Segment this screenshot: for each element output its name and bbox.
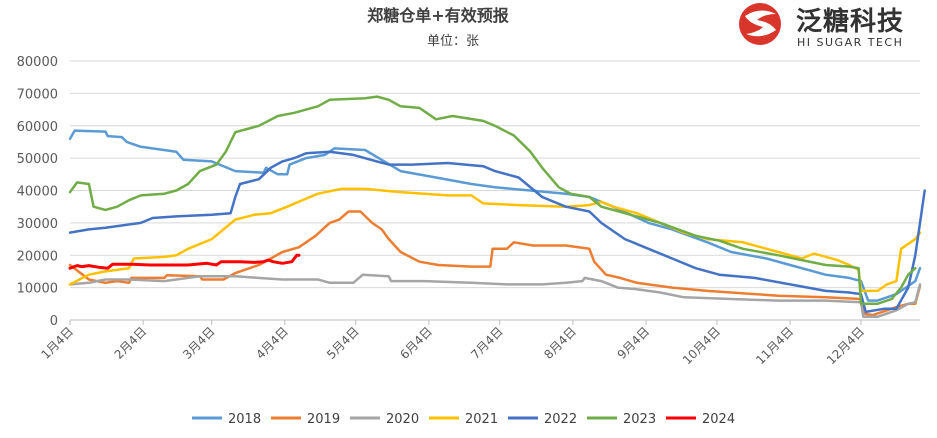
x-tick-label: 8月4日 (541, 324, 579, 362)
chart-subtitle: 单位：张 (427, 34, 479, 49)
series-line-2023 (68, 95, 917, 306)
legend: 2018 2019 2020 2021 2022 2023 2024 (192, 412, 735, 427)
logo-swirl-icon (739, 3, 781, 45)
x-tick-label: 6月4日 (397, 324, 435, 362)
x-tick-label: 1月4日 (38, 324, 76, 362)
x-tick-label: 10月4日 (680, 324, 723, 367)
y-tick-label: 30000 (17, 217, 58, 232)
y-tick-label: 10000 (17, 282, 58, 297)
series-line-2018 (68, 129, 922, 302)
series-lines (68, 95, 926, 319)
x-tick-label: 9月4日 (615, 324, 653, 362)
chart-title: 郑糖仓单+有效预报 (367, 6, 508, 25)
x-axis: 1月4日 2月4日 3月4日 4月4日 5月4日 6月4日 7月4日 8月4日 9月4日 10月4… (38, 319, 920, 367)
legend-label-2021: 2021 (465, 412, 498, 427)
y-tick-label: 70000 (17, 87, 58, 102)
x-tick-label: 5月4日 (324, 324, 362, 362)
series-line-2024 (68, 253, 301, 270)
legend-label-2019: 2019 (307, 412, 340, 427)
y-tick-label: 80000 (17, 55, 58, 70)
x-tick-label: 7月4日 (468, 324, 506, 362)
legend-label-2020: 2020 (386, 412, 419, 427)
y-tick-label: 20000 (17, 249, 58, 264)
legend-label-2022: 2022 (544, 412, 577, 427)
legend-label-2023: 2023 (623, 412, 656, 427)
logo-name: 泛糖科技 (796, 6, 904, 37)
x-tick-label: 3月4日 (180, 324, 218, 362)
y-tick-label: 0 (50, 314, 58, 329)
y-tick-label: 40000 (17, 185, 58, 200)
y-tick-label: 50000 (17, 152, 58, 167)
y-tick-label: 60000 (17, 120, 58, 135)
legend-label-2024: 2024 (702, 412, 735, 427)
x-tick-label: 12月4日 (824, 324, 867, 367)
legend-label-2018: 2018 (228, 412, 261, 427)
hi-sugar-logo: 泛糖科技 HI SUGAR TECH (739, 3, 904, 49)
gridlines (70, 60, 920, 289)
series-line-2022 (68, 150, 926, 314)
x-tick-label: 11月4日 (753, 324, 796, 367)
y-axis-ticks: 0 10000 20000 30000 40000 50000 60000 70000 8000… (17, 55, 58, 329)
x-tick-label: 2月4日 (112, 324, 150, 362)
x-tick-label: 4月4日 (253, 324, 291, 362)
logo-subtitle: HI SUGAR TECH (797, 36, 903, 49)
